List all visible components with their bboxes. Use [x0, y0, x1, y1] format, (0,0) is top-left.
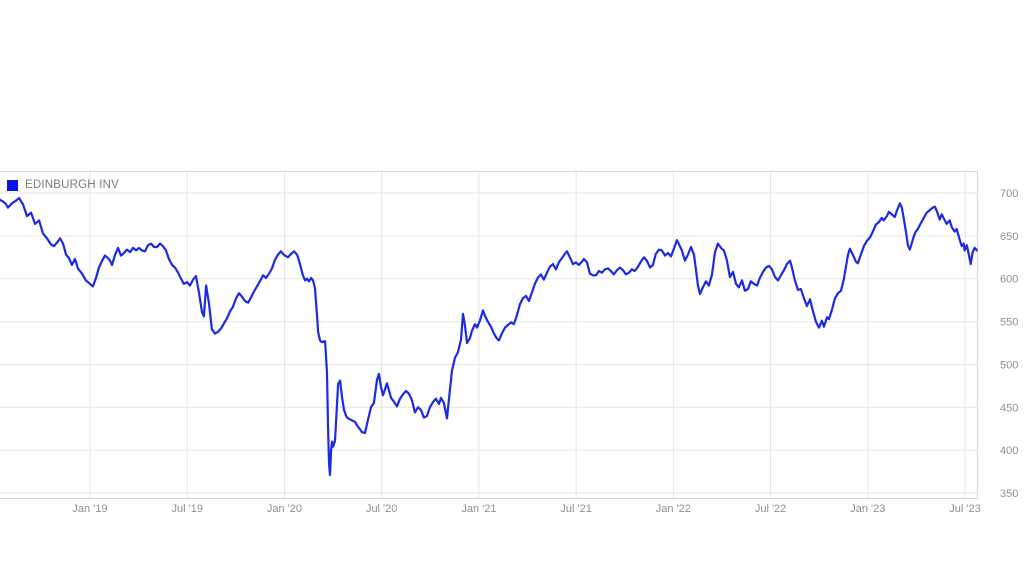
legend[interactable]: EDINBURGH INV [7, 176, 119, 194]
chart-plot-area[interactable] [0, 172, 978, 499]
y-axis-tick-label: 650 [1000, 231, 1018, 243]
x-axis-tick-label: Jan '23 [850, 503, 885, 515]
x-axis-tick-label: Jul '23 [949, 503, 980, 515]
x-axis-tick-label: Jul '22 [755, 503, 786, 515]
y-axis-tick-label: 600 [1000, 274, 1018, 286]
x-axis-tick-label: Jul '20 [366, 503, 397, 515]
y-axis-tick-label: 700 [1000, 188, 1018, 200]
legend-series-swatch [7, 179, 18, 191]
y-axis-tick-label: 450 [1000, 402, 1018, 414]
x-axis-tick-label: Jul '21 [560, 503, 591, 515]
x-axis-tick-label: Jan '20 [267, 503, 302, 515]
y-axis-tick-label: 400 [1000, 445, 1018, 457]
x-axis-tick-label: Jan '19 [72, 503, 107, 515]
x-axis-tick-label: Jan '21 [461, 503, 496, 515]
price-line-series [0, 197, 979, 477]
x-axis-tick-label: Jul '19 [171, 503, 202, 515]
y-axis-tick-label: 350 [1000, 488, 1018, 500]
x-axis-tick-label: Jan '22 [656, 503, 691, 515]
y-axis-tick-label: 500 [1000, 359, 1018, 371]
y-axis-tick-label: 550 [1000, 317, 1018, 329]
legend-series-label: EDINBURGH INV [25, 179, 119, 191]
